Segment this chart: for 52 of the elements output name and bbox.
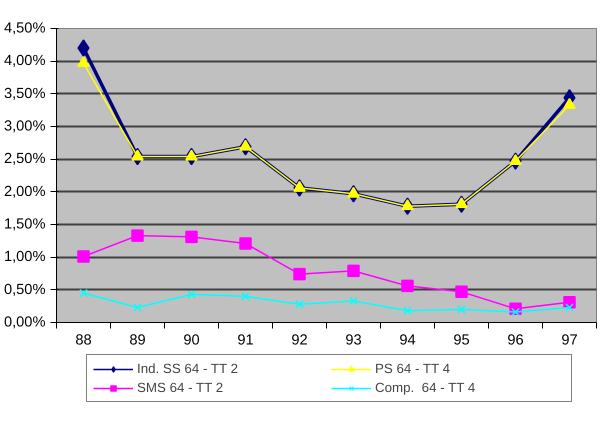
- point: [401, 199, 414, 210]
- point: [79, 288, 88, 298]
- y-tick-label: 2,00%: [4, 184, 46, 200]
- point: [131, 229, 144, 242]
- point: [455, 197, 468, 208]
- point: [185, 149, 198, 160]
- y-tick-label: 4,00%: [4, 53, 46, 70]
- x-tick-label: 94: [399, 332, 416, 348]
- y-tick-label: 4,50%: [4, 20, 46, 36]
- point: [185, 230, 198, 244]
- point: [239, 140, 252, 151]
- x-tick-label: 97: [561, 332, 578, 348]
- point: [77, 250, 90, 263]
- y-tick-label: 1,50%: [4, 216, 46, 232]
- point: [563, 98, 576, 109]
- point: [241, 292, 250, 301]
- x-tick-label: 89: [129, 332, 146, 348]
- point: [509, 154, 522, 166]
- y-tick-label: 0,50%: [4, 282, 46, 298]
- point: [239, 237, 252, 250]
- legend-label: Comp. 64 - TT 4: [375, 380, 476, 395]
- x-tick-label: 92: [291, 332, 308, 348]
- legend-label: Ind. SS 64 - TT 2: [137, 361, 240, 376]
- point: [293, 268, 306, 280]
- x-tick-label: 91: [237, 332, 254, 348]
- legend-label: PS 64 - TT 4: [375, 361, 452, 376]
- point: [187, 290, 196, 299]
- legend-label: SMS 64 - TT 2: [137, 380, 224, 395]
- point: [133, 303, 142, 312]
- point: [131, 149, 144, 160]
- x-tick-label: 96: [507, 332, 524, 348]
- point: [455, 286, 468, 298]
- point: [347, 186, 360, 198]
- y-tick-label: 3,50%: [4, 86, 46, 102]
- point: [295, 300, 304, 308]
- x-tick-label: 95: [453, 332, 470, 348]
- point: [77, 56, 90, 68]
- point: [347, 264, 360, 278]
- y-tick-label: 1,00%: [4, 249, 46, 266]
- point: [457, 305, 466, 314]
- x-tick-label: 93: [345, 332, 362, 348]
- point: [77, 39, 90, 57]
- x-tick-label: 88: [75, 332, 92, 348]
- y-tick-label: 2,50%: [4, 151, 46, 168]
- point: [401, 280, 414, 292]
- y-tick-label: 0,00%: [4, 314, 46, 330]
- y-tick-label: 3,00%: [4, 118, 46, 134]
- point: [349, 296, 358, 306]
- point: [403, 306, 412, 316]
- x-tick-label: 90: [183, 332, 200, 348]
- point: [293, 180, 306, 192]
- point: [565, 303, 574, 312]
